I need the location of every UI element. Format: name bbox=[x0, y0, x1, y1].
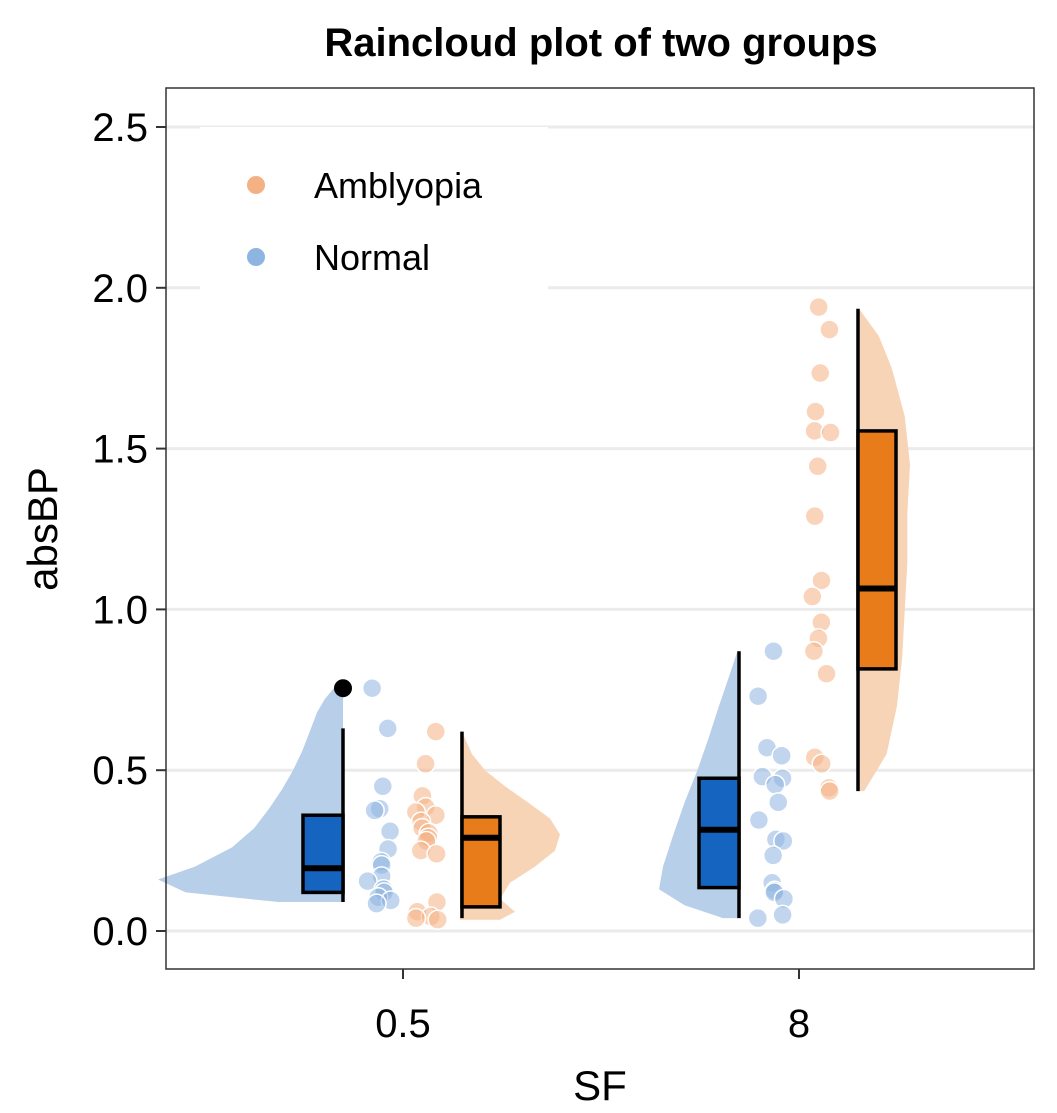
point-amblyopia-8 bbox=[805, 401, 826, 422]
point-normal-0_5 bbox=[366, 893, 387, 914]
y-tick-label: 0.0 bbox=[92, 910, 148, 954]
point-normal-8 bbox=[762, 845, 784, 866]
point-amblyopia-0_5 bbox=[415, 753, 436, 775]
plot-panel-border bbox=[165, 87, 1035, 970]
y-axis-title: absBP bbox=[19, 467, 66, 591]
point-amblyopia-8 bbox=[819, 780, 840, 802]
point-normal-8 bbox=[763, 640, 784, 662]
point-amblyopia-8 bbox=[819, 319, 840, 340]
point-normal-0_5 bbox=[357, 870, 378, 892]
point-amblyopia-8 bbox=[816, 663, 837, 684]
point-normal-8 bbox=[747, 907, 769, 929]
point-normal-8 bbox=[771, 745, 792, 766]
x-tick-label: 0.5 bbox=[375, 1002, 431, 1046]
x-tick-label: 8 bbox=[788, 1002, 810, 1046]
y-tick-label: 0.5 bbox=[92, 749, 148, 793]
point-normal-8 bbox=[747, 685, 769, 707]
point-normal-0_5 bbox=[364, 800, 385, 821]
jittered-points bbox=[357, 296, 841, 930]
point-normal-8 bbox=[748, 809, 770, 831]
point-amblyopia-8 bbox=[811, 753, 832, 775]
point-amblyopia-0_5 bbox=[426, 843, 447, 865]
point-normal-0_5 bbox=[379, 821, 401, 842]
point-amblyopia-0_5 bbox=[427, 909, 448, 930]
point-normal-0_5 bbox=[377, 718, 398, 739]
box-amblyopia-8 bbox=[856, 429, 898, 671]
point-amblyopia-8 bbox=[802, 586, 823, 607]
outlier-normal-0_5 bbox=[334, 679, 352, 698]
point-normal-0_5 bbox=[372, 776, 394, 797]
point-amblyopia-8 bbox=[809, 362, 831, 384]
point-amblyopia-8 bbox=[803, 640, 825, 662]
legend-label-amblyopia: Amblyopia bbox=[314, 165, 483, 206]
box-normal-8 bbox=[697, 776, 741, 890]
density-clouds bbox=[158, 308, 910, 920]
point-normal-8 bbox=[772, 904, 793, 926]
point-amblyopia-0_5 bbox=[405, 907, 427, 929]
chart-title: Raincloud plot of two groups bbox=[324, 21, 877, 65]
y-tick-label: 1.5 bbox=[92, 428, 148, 472]
x-axis-title: SF bbox=[573, 1062, 627, 1109]
point-amblyopia-8 bbox=[808, 296, 829, 318]
point-amblyopia-8 bbox=[804, 505, 826, 527]
point-amblyopia-8 bbox=[820, 422, 841, 443]
point-amblyopia-8 bbox=[811, 570, 832, 591]
box-normal-0_5 bbox=[301, 813, 345, 895]
point-amblyopia-8 bbox=[807, 456, 828, 477]
legend-marker-normal bbox=[247, 248, 265, 266]
point-normal-8 bbox=[768, 792, 789, 813]
point-normal-8 bbox=[764, 774, 786, 795]
y-tick-label: 2.0 bbox=[92, 267, 148, 311]
legend: Amblyopia Normal bbox=[200, 127, 548, 290]
legend-label-normal: Normal bbox=[314, 237, 430, 278]
cloud-normal-0_5 bbox=[158, 688, 343, 903]
box-amblyopia-0_5 bbox=[460, 815, 502, 909]
legend-marker-amblyopia bbox=[247, 176, 265, 194]
point-amblyopia-0_5 bbox=[425, 721, 447, 742]
boxplots bbox=[301, 308, 898, 919]
axes: 0.0 0.5 1.0 1.5 2.0 2.5 0.5 8 bbox=[92, 106, 810, 1046]
point-normal-8 bbox=[773, 830, 794, 852]
point-normal-0_5 bbox=[361, 677, 383, 699]
y-tick-label: 1.0 bbox=[92, 588, 148, 632]
y-tick-label: 2.5 bbox=[92, 106, 148, 150]
